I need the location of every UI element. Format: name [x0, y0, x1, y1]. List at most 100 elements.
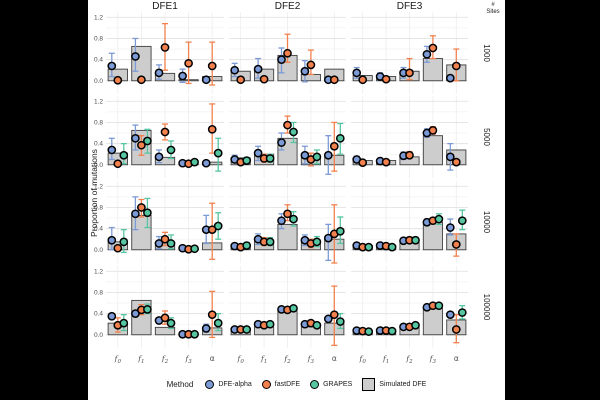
x-tick-label: f2 — [283, 354, 291, 365]
point-GRAPES — [457, 308, 467, 317]
point-fastDFE — [405, 150, 414, 160]
point-GRAPES — [119, 237, 129, 247]
point-fastDFE — [160, 127, 170, 137]
point-DFE-alpha — [178, 71, 187, 81]
y-tick-label: 1.2 — [94, 183, 103, 190]
y-tick-label: 0.8 — [94, 119, 103, 126]
x-tick-label: f1 — [137, 354, 144, 365]
x-tick-label: α — [332, 354, 337, 363]
point-fastDFE — [207, 225, 217, 235]
panel-DFE1-1000: 0.0 0.4 0.8 1.2 DFE1 — [94, 1, 224, 94]
y-tick-label: 1.2 — [94, 98, 103, 105]
facet-plot-figure: 0.0 0.4 0.8 1.2 DFE1 DFE2 DFE3 1000 0.0 0.4 0.8 1.2… — [88, 0, 505, 400]
facet-row-label: 1000 — [482, 44, 491, 62]
point-DFE-alpha — [131, 52, 140, 61]
point-DFE-alpha — [201, 158, 211, 168]
point-GRAPES — [265, 237, 275, 247]
x-tick-label: f3 — [307, 354, 315, 365]
x-tick-label: α — [454, 354, 459, 363]
point-DFE-alpha — [445, 73, 455, 83]
bar-simulated-dfe — [154, 72, 176, 82]
point-GRAPES — [289, 127, 298, 137]
legend-title: Method — [166, 379, 194, 389]
point-GRAPES — [242, 325, 252, 334]
legend-item-label: GRAPES — [323, 380, 353, 388]
point-GRAPES — [213, 318, 223, 328]
point-fastDFE — [137, 140, 146, 150]
point-DFE-alpha — [131, 309, 140, 318]
point-DFE-alpha — [131, 133, 140, 143]
point-GRAPES — [289, 214, 298, 224]
panel-DFE2-5000 — [229, 96, 346, 178]
point-fastDFE — [306, 60, 316, 70]
x-tick-label: f2 — [405, 354, 413, 365]
point-GRAPES — [335, 226, 345, 236]
point-fastDFE — [283, 120, 292, 130]
y-tick-label: 0.0 — [94, 332, 103, 339]
point-fastDFE — [381, 74, 391, 84]
point-fastDFE — [259, 74, 269, 84]
point-GRAPES — [166, 318, 176, 328]
point-fastDFE — [451, 325, 461, 334]
bar-simulated-dfe — [154, 156, 176, 166]
point-fastDFE — [451, 157, 461, 167]
point-fastDFE — [329, 141, 339, 151]
bar-simulated-dfe — [422, 135, 443, 166]
bar-simulated-dfe — [277, 310, 298, 336]
point-GRAPES — [457, 216, 467, 226]
point-fastDFE — [160, 313, 170, 323]
legend-item-label: DFE-alpha — [218, 380, 252, 388]
point-GRAPES — [143, 305, 152, 314]
point-fastDFE — [207, 124, 217, 134]
point-GRAPES — [312, 237, 322, 247]
y-tick-label: 0.0 — [94, 162, 103, 169]
point-fastDFE — [381, 157, 391, 167]
point-GRAPES — [289, 303, 298, 313]
panel-DFE2-1000: DFE2 — [229, 1, 346, 94]
point-GRAPES — [335, 317, 345, 326]
sites-axis-title-line1: # — [491, 2, 495, 8]
panel-DFE1-100000: 0.0 0.4 0.8 1.2 f0 f1 f2 f3 α — [94, 266, 224, 365]
bar-simulated-dfe — [154, 326, 176, 336]
point-GRAPES — [213, 148, 223, 158]
legend-item-dfe-alpha: DFE-alpha — [205, 379, 252, 389]
panel-DFE3-1000: DFE3 1000 — [351, 1, 491, 94]
bar-simulated-dfe — [277, 223, 298, 251]
x-tick-label: f2 — [161, 354, 169, 365]
panel-DFE2-10000 — [229, 181, 346, 264]
panel-DFE3-10000: 10000 — [351, 181, 491, 263]
point-DFE-alpha — [300, 66, 310, 76]
point-GRAPES — [242, 241, 252, 250]
point-fastDFE — [451, 61, 461, 71]
facet-grid-plot: 0.0 0.4 0.8 1.2 DFE1 DFE2 DFE3 1000 0.0 0.4 0.8 1.2… — [94, 1, 491, 365]
point-fastDFE — [428, 43, 438, 53]
point-GRAPES — [265, 154, 275, 163]
point-fastDFE — [113, 243, 123, 253]
point-GRAPES — [335, 133, 345, 143]
y-tick-label: 1.2 — [94, 268, 103, 275]
y-tick-label: 0.8 — [94, 35, 103, 42]
bar-simulated-dfe — [131, 214, 152, 251]
point-DFE-alpha — [323, 314, 333, 324]
point-GRAPES — [213, 221, 223, 231]
facet-column-title: DFE1 — [152, 1, 178, 12]
legend-item-label: Simulated DFE — [379, 380, 427, 388]
point-GRAPES — [411, 235, 420, 245]
point-fastDFE — [405, 68, 414, 78]
point-DFE-alpha — [201, 324, 211, 333]
sites-axis-title-line2: Sites — [486, 9, 500, 15]
facet-column-title: DFE3 — [397, 1, 423, 12]
facet-row-label: 5000 — [482, 128, 491, 146]
point-DFE-alpha — [154, 239, 164, 248]
point-DFE-alpha — [107, 235, 117, 245]
point-DFE-alpha — [422, 49, 432, 59]
y-tick-label: 0.8 — [94, 289, 103, 296]
y-tick-label: 0.4 — [94, 57, 103, 64]
point-fastDFE — [283, 209, 292, 219]
point-DFE-alpha — [352, 68, 362, 78]
point-fastDFE — [329, 310, 339, 320]
point-fastDFE — [160, 43, 170, 52]
point-GRAPES — [190, 244, 199, 254]
fastdfe-point-swatch — [261, 379, 271, 389]
